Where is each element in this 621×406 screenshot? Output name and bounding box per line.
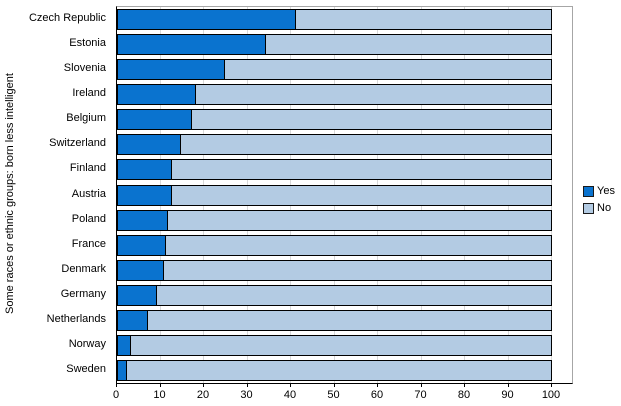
x-axis-tick (464, 383, 465, 387)
category-label: Czech Republic (28, 12, 106, 25)
x-axis-tick-label: 90 (501, 389, 514, 401)
category-label: Austria (71, 187, 106, 200)
x-axis-tick-label: 10 (153, 389, 166, 401)
segment-yes (118, 335, 132, 355)
x-axis-tick-label: 70 (414, 389, 427, 401)
category-label: Switzerland (49, 137, 106, 150)
segment-no (296, 10, 551, 30)
segment-yes (118, 85, 197, 105)
legend-label-no: No (597, 202, 612, 214)
bar-denmark (117, 259, 552, 281)
legend-label-yes: Yes (597, 185, 615, 197)
x-axis-tick (203, 383, 204, 387)
bar-belgium (117, 109, 552, 131)
x-axis-tick-label: 40 (283, 389, 297, 401)
x-axis-tick-label: 60 (370, 389, 384, 401)
segment-yes (118, 185, 173, 205)
x-axis-tick (246, 383, 248, 387)
category-label: France (71, 237, 106, 250)
segment-yes (118, 35, 266, 55)
segment-yes (118, 160, 173, 180)
bar-ireland (117, 84, 552, 106)
x-axis-tick (159, 383, 161, 387)
segment-yes (118, 60, 225, 80)
x-axis-tick-label: 20 (196, 389, 210, 401)
x-axis-tick (377, 383, 378, 387)
category-label: Germany (60, 287, 106, 300)
segment-no (172, 160, 551, 180)
category-label: Finland (69, 162, 106, 175)
bar-czech-republic (117, 9, 552, 31)
x-axis-tick (420, 383, 422, 387)
segment-no (168, 210, 551, 230)
segment-yes (118, 360, 127, 380)
segment-yes (118, 310, 149, 330)
bar-norway (117, 334, 552, 356)
segment-no (172, 185, 551, 205)
legend-item-no: No (583, 202, 615, 214)
segment-yes (118, 110, 192, 130)
segment-no (157, 285, 551, 305)
category-label: Slovenia (63, 62, 106, 75)
bar-slovenia (117, 59, 552, 81)
segment-no (224, 60, 551, 80)
segment-no (191, 110, 551, 130)
x-axis-tick-label: 100 (541, 389, 561, 401)
segment-yes (118, 285, 158, 305)
x-axis-tick (551, 383, 552, 387)
category-label: Belgium (66, 112, 106, 125)
segment-no (265, 35, 551, 55)
segment-no (148, 310, 551, 330)
segment-no (196, 85, 551, 105)
bar-estonia (117, 34, 552, 56)
no-swatch-icon (583, 202, 594, 214)
bar-france (117, 234, 552, 256)
segment-no (165, 235, 551, 255)
segment-no (131, 335, 551, 355)
category-label: Poland (71, 212, 106, 225)
legend-item-yes: Yes (583, 185, 615, 197)
x-axis-tick (507, 383, 509, 387)
bar-switzerland (117, 134, 552, 156)
category-labels: Czech Republic Estonia Slovenia Ireland Belg… (0, 6, 111, 382)
segment-no (181, 135, 551, 155)
segment-yes (118, 210, 169, 230)
bar-poland (117, 209, 552, 231)
category-label: Sweden (66, 362, 106, 375)
category-label: Denmark (61, 262, 106, 275)
category-label: Netherlands (46, 312, 106, 325)
bar-austria (117, 184, 552, 206)
bar-sweden (117, 359, 552, 381)
category-label: Estonia (69, 37, 106, 50)
segment-no (163, 260, 551, 280)
segment-no (126, 360, 551, 380)
x-axis-tick-label: 50 (327, 389, 340, 401)
category-label: Norway (68, 337, 106, 350)
x-axis-tick (333, 383, 335, 387)
x-axis-tick (116, 383, 117, 387)
segment-yes (118, 135, 182, 155)
x-axis: 0 10 20 30 40 50 60 70 80 90 100 (113, 383, 571, 405)
bar-finland (117, 159, 552, 181)
category-label: Ireland (72, 87, 106, 100)
x-axis-tick-label: 80 (457, 389, 471, 401)
legend: Yes No (583, 185, 615, 219)
bar-netherlands (117, 309, 552, 331)
x-axis-tick (290, 383, 291, 387)
bar-germany (117, 284, 552, 306)
segment-yes (118, 10, 297, 30)
yes-swatch-icon (583, 185, 594, 197)
x-axis-tick-label: 0 (112, 389, 120, 401)
plot-area (116, 6, 573, 384)
x-axis-tick-label: 30 (240, 389, 253, 401)
segment-yes (118, 235, 166, 255)
segment-yes (118, 260, 164, 280)
